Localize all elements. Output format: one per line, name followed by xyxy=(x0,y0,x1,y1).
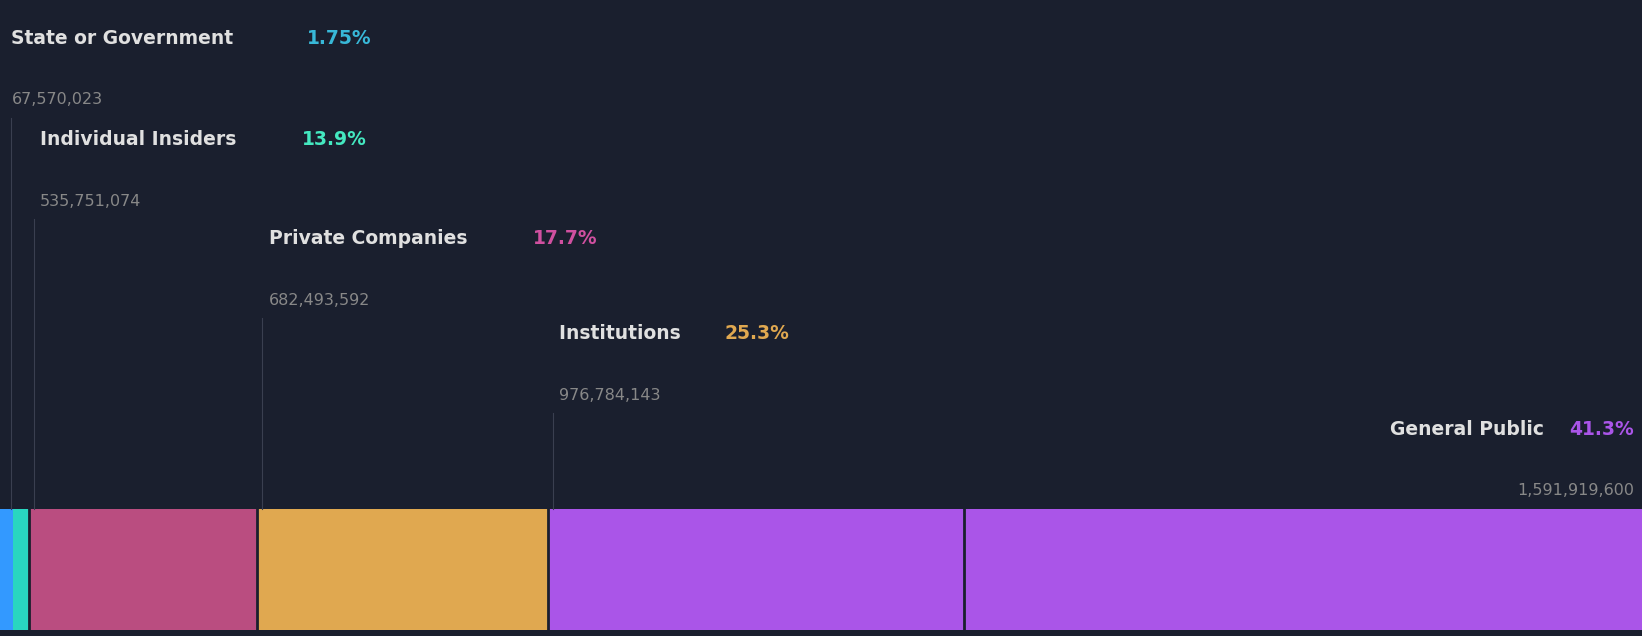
Text: 976,784,143: 976,784,143 xyxy=(560,388,660,403)
Text: Institutions: Institutions xyxy=(560,324,688,343)
Bar xyxy=(0,509,13,630)
Text: 17.7%: 17.7% xyxy=(534,229,598,248)
Text: 41.3%: 41.3% xyxy=(1570,420,1634,439)
Bar xyxy=(258,509,548,630)
Bar xyxy=(548,509,964,630)
Text: State or Government: State or Government xyxy=(11,29,240,48)
Bar xyxy=(0,509,30,630)
Text: 1.75%: 1.75% xyxy=(307,29,371,48)
Text: Individual Insiders: Individual Insiders xyxy=(41,130,243,149)
Text: General Public: General Public xyxy=(1389,420,1550,439)
Bar xyxy=(30,509,258,630)
Text: 1,591,919,600: 1,591,919,600 xyxy=(1517,483,1634,499)
Text: Private Companies: Private Companies xyxy=(269,229,473,248)
Text: 13.9%: 13.9% xyxy=(302,130,366,149)
Bar xyxy=(964,509,1642,630)
Text: 535,751,074: 535,751,074 xyxy=(41,194,141,209)
Text: 67,570,023: 67,570,023 xyxy=(11,92,102,107)
Text: 25.3%: 25.3% xyxy=(724,324,790,343)
Text: 682,493,592: 682,493,592 xyxy=(269,293,369,308)
